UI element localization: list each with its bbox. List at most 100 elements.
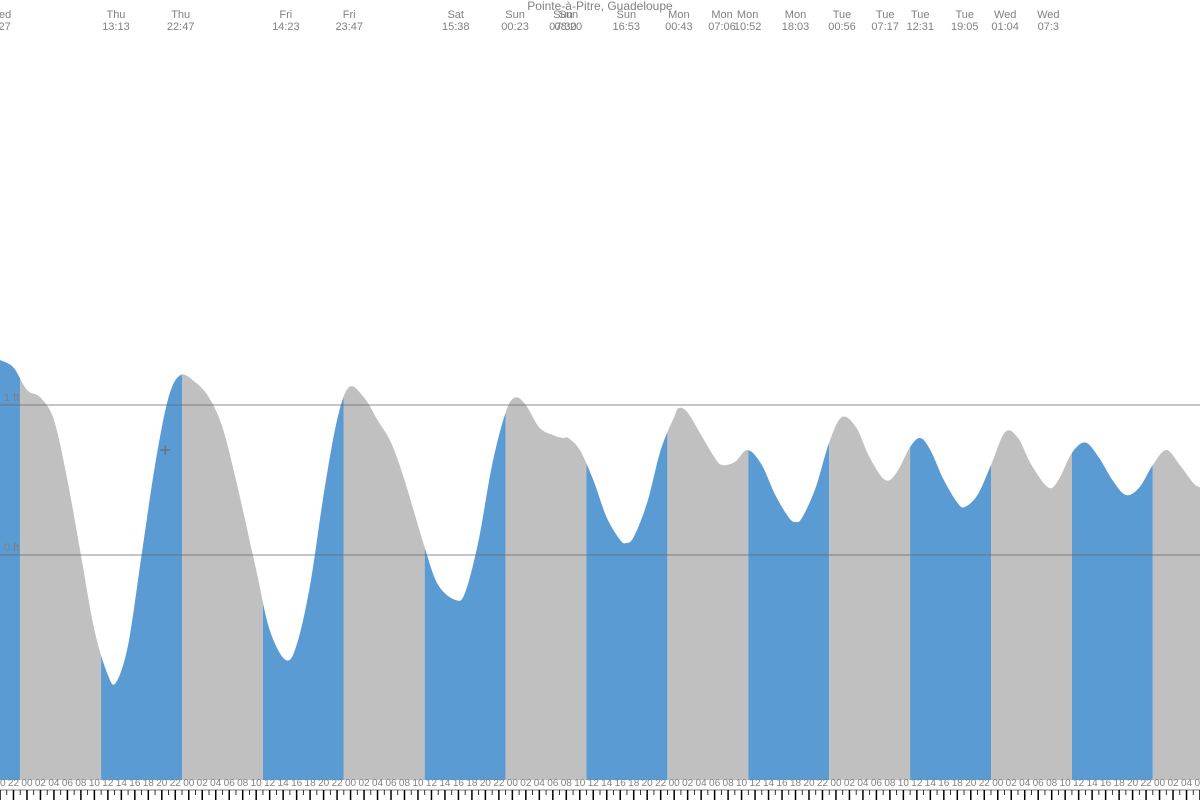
hour-label: 20 [156, 778, 168, 789]
hour-label: 16 [129, 778, 141, 789]
peak-label-day: Tue [955, 9, 974, 21]
y-axis-label: 0 ft [4, 542, 19, 554]
peak-label-day: Tue [911, 9, 930, 21]
hour-label: 12 [102, 778, 114, 789]
hour-label: 04 [534, 778, 546, 789]
hour-label: 06 [62, 778, 74, 789]
peak-label-time: 18:03 [782, 21, 810, 33]
hour-label: 16 [1100, 778, 1112, 789]
peak-label-day: Fri [279, 9, 292, 21]
hour-label: 20 [0, 778, 6, 789]
hour-label: 22 [1141, 778, 1153, 789]
hour-label: 04 [210, 778, 222, 789]
hour-label: 20 [803, 778, 815, 789]
hour-label: 02 [520, 778, 532, 789]
hour-label: 22 [817, 778, 829, 789]
hour-label: 10 [736, 778, 748, 789]
hour-label: 08 [561, 778, 573, 789]
peak-label-time: 07:17 [871, 21, 899, 33]
hour-label: 06 [1194, 778, 1200, 789]
hour-label: 14 [601, 778, 613, 789]
hour-label: 08 [399, 778, 411, 789]
tide-chart: 0 ft1 ftPointe-à-Pitre, GuadeloupeWed1:2… [0, 0, 1200, 800]
hour-label: 20 [480, 778, 492, 789]
hour-label: 18 [466, 778, 478, 789]
hour-label: 06 [385, 778, 397, 789]
hour-label: 04 [372, 778, 384, 789]
hour-label: 02 [1167, 778, 1179, 789]
peak-label-day: Thu [106, 9, 125, 21]
hour-label: 10 [1060, 778, 1072, 789]
hour-label: 22 [170, 778, 182, 789]
peak-label-day: Sun [505, 9, 525, 21]
hour-label: 00 [992, 778, 1004, 789]
peak-label-time: 16:53 [613, 21, 641, 33]
hour-label: 08 [75, 778, 87, 789]
peak-label-time: 1:27 [0, 21, 11, 33]
hour-label: 00 [183, 778, 195, 789]
hour-label: 18 [143, 778, 155, 789]
peak-label-time: 22:47 [167, 21, 195, 33]
peak-label-time: 07:06 [708, 21, 736, 33]
peak-label-day: Wed [994, 9, 1016, 21]
hour-label: 20 [965, 778, 977, 789]
hour-label: 02 [197, 778, 209, 789]
peak-label-day: Fri [343, 9, 356, 21]
hour-label: 06 [709, 778, 721, 789]
hour-label: 00 [830, 778, 842, 789]
hour-label: 02 [844, 778, 856, 789]
hour-label: 16 [615, 778, 627, 789]
hour-label: 06 [547, 778, 559, 789]
hour-label: 12 [264, 778, 276, 789]
peak-label-day: Wed [0, 9, 11, 21]
hour-label: 14 [1087, 778, 1099, 789]
peak-label-time: 00:56 [828, 21, 856, 33]
hour-label: 12 [911, 778, 923, 789]
hour-label: 18 [305, 778, 317, 789]
hour-label: 20 [1127, 778, 1139, 789]
hour-label: 12 [1073, 778, 1085, 789]
hour-label: 04 [696, 778, 708, 789]
peak-label-day: Thu [171, 9, 190, 21]
hour-label: 18 [790, 778, 802, 789]
hour-label: 22 [493, 778, 505, 789]
hour-label: 14 [278, 778, 290, 789]
peak-label-day: Sat [447, 9, 464, 21]
hour-label: 20 [642, 778, 654, 789]
hour-label: 00 [669, 778, 681, 789]
hour-label: 08 [1046, 778, 1058, 789]
peak-label-day: Tue [833, 9, 852, 21]
hour-label: 02 [35, 778, 47, 789]
chart-title: Pointe-à-Pitre, Guadeloupe [527, 0, 673, 13]
hour-label: 18 [952, 778, 964, 789]
peak-label-time: 07:3 [1038, 21, 1059, 33]
peak-label-time: 00:23 [501, 21, 529, 33]
y-axis-label: 1 ft [4, 392, 19, 404]
hour-label: 16 [776, 778, 788, 789]
hour-label: 10 [574, 778, 586, 789]
hour-label: 22 [332, 778, 344, 789]
peak-label-day: Sun [559, 9, 579, 21]
hour-label: 22 [8, 778, 20, 789]
hour-label: 16 [453, 778, 465, 789]
hour-label: 00 [345, 778, 357, 789]
hour-label: 10 [251, 778, 263, 789]
hour-label: 02 [682, 778, 694, 789]
hour-label: 00 [507, 778, 519, 789]
peak-label-day: Tue [876, 9, 895, 21]
hour-label: 08 [884, 778, 896, 789]
peak-label-time: 23:47 [335, 21, 363, 33]
peak-label-time: 01:04 [991, 21, 1019, 33]
hour-label: 14 [925, 778, 937, 789]
hour-label: 04 [857, 778, 869, 789]
hour-label: 06 [224, 778, 236, 789]
hour-label: 00 [21, 778, 33, 789]
hour-label: 04 [1019, 778, 1031, 789]
hour-label: 12 [426, 778, 438, 789]
hour-label: 04 [1181, 778, 1193, 789]
peak-label-day: Mon [711, 9, 732, 21]
hour-label: 10 [412, 778, 424, 789]
hour-label: 08 [723, 778, 735, 789]
peak-label-day: Mon [668, 9, 689, 21]
peak-label-day: Mon [785, 9, 806, 21]
